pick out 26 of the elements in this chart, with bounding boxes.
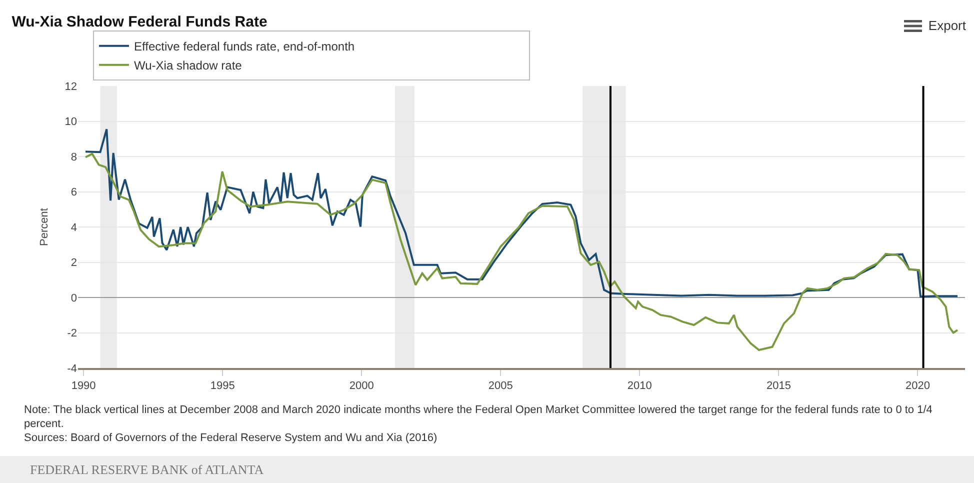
y-tick-label: 2 <box>70 257 77 270</box>
x-tick-label: 1995 <box>210 380 235 392</box>
y-tick-label: 6 <box>70 186 77 199</box>
chart-title: Wu-Xia Shadow Federal Funds Rate <box>12 14 268 30</box>
y-tick-label: 8 <box>70 151 77 164</box>
line-series <box>84 128 958 298</box>
y-tick-label: 10 <box>64 116 77 128</box>
text: FEDERAL RESERVE BANK of ATLANTA <box>30 462 264 478</box>
x-tick-label: 1990 <box>71 380 96 392</box>
text: Note: The black vertical lines at December 2008 and March 2020 indicate months where the Federal Open Market Committee lowered the target range for the federal funds rate to 0 to 1/4 percent. <box>24 403 934 431</box>
y-tick-label: -4 <box>67 362 77 375</box>
x-tick-label: 2000 <box>349 380 374 392</box>
line-series <box>84 152 958 352</box>
legend-label: Wu-Xia shadow rate <box>134 58 242 73</box>
y-tick-label: -2 <box>67 328 77 340</box>
y-tick-label: 0 <box>70 292 77 304</box>
x-tick-label: 2020 <box>905 380 930 392</box>
x-tick-label: 2010 <box>627 380 652 392</box>
text: Export <box>928 18 966 33</box>
x-tick-label: 2015 <box>766 380 791 392</box>
legend-label: Effective federal funds rate, end-of-month <box>134 40 355 54</box>
y-axis-title: Percent <box>38 208 50 246</box>
y-tick-label: 4 <box>70 222 77 234</box>
y-tick-label: 12 <box>64 80 77 93</box>
x-tick-label: 2005 <box>488 380 513 392</box>
source-note: Sources: Board of Governors of the Federal Reserve System and Wu and Xia (2016) <box>24 431 438 445</box>
